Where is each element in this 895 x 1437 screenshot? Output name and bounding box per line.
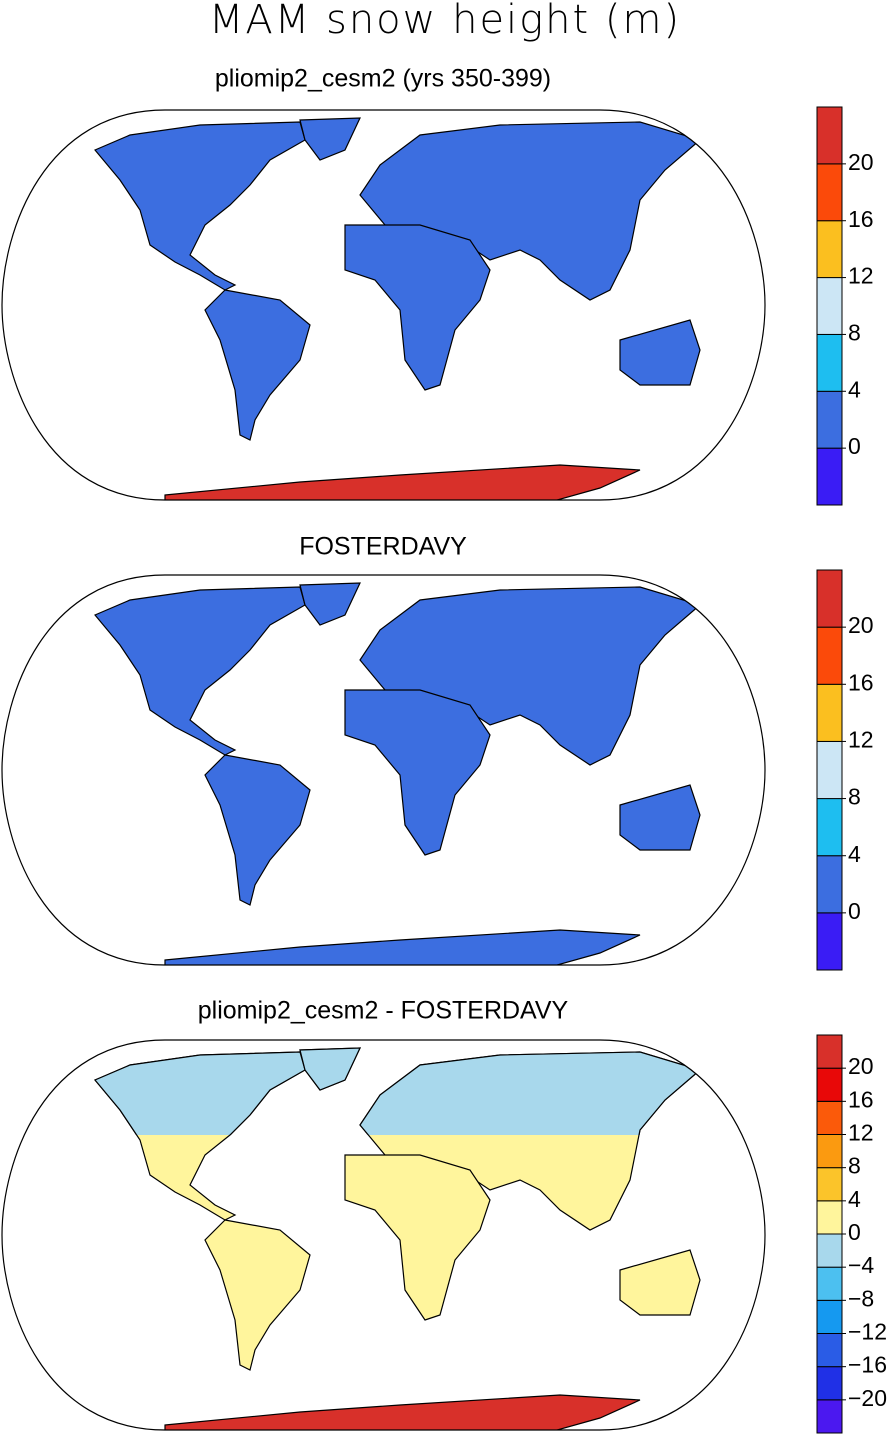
colorbar-label: 20 bbox=[848, 149, 874, 175]
colorbar-box bbox=[816, 1167, 843, 1202]
colorbar-label: 0 bbox=[848, 1219, 861, 1245]
colorbar-box bbox=[816, 569, 843, 628]
colorbar-box bbox=[816, 740, 843, 800]
colorbar-box bbox=[816, 220, 843, 279]
colorbar-box bbox=[816, 1200, 843, 1235]
colorbar-label: 4 bbox=[848, 1186, 861, 1212]
colorbar-box bbox=[816, 1366, 843, 1401]
colorbar-box bbox=[816, 1266, 843, 1301]
colorbar-label: 16 bbox=[848, 206, 874, 232]
map bbox=[1, 1039, 766, 1431]
colorbar-box bbox=[816, 855, 843, 914]
panel-title: FOSTERDAVY bbox=[299, 533, 467, 561]
colorbar-box bbox=[816, 626, 843, 685]
colorbar-label: −16 bbox=[848, 1352, 887, 1378]
colorbar-label: 12 bbox=[848, 1120, 874, 1146]
colorbar-box bbox=[816, 683, 843, 742]
colorbar-box bbox=[816, 798, 843, 857]
colorbar-box bbox=[816, 1299, 843, 1335]
colorbar-label: 16 bbox=[848, 669, 874, 695]
colorbar-label: 0 bbox=[848, 433, 861, 459]
colorbar-box bbox=[816, 1333, 843, 1368]
colorbar-label: 0 bbox=[848, 898, 861, 924]
panel-title: pliomip2_cesm2 - FOSTERDAVY bbox=[198, 997, 569, 1025]
colorbar-box bbox=[816, 1067, 843, 1102]
colorbar-label: 20 bbox=[848, 1053, 874, 1079]
colorbar-label: 4 bbox=[848, 376, 861, 402]
panel-title: pliomip2_cesm2 (yrs 350-399) bbox=[215, 65, 551, 93]
colorbar-label: 4 bbox=[848, 841, 861, 867]
colorbar-label: 20 bbox=[848, 612, 874, 638]
figure-title: MAM snow height (m) bbox=[209, 0, 681, 43]
colorbar-label: 16 bbox=[848, 1086, 874, 1112]
colorbar-box bbox=[816, 163, 843, 222]
colorbar-box bbox=[816, 390, 843, 449]
colorbar-box bbox=[816, 1399, 843, 1434]
colorbar-box bbox=[816, 1233, 843, 1268]
colorbar-label: −12 bbox=[848, 1319, 887, 1345]
colorbar-label: 8 bbox=[848, 784, 861, 810]
colorbar-box bbox=[816, 106, 843, 165]
colorbar-box bbox=[816, 912, 843, 971]
colorbar-label: −4 bbox=[848, 1252, 874, 1278]
colorbar-box bbox=[816, 277, 843, 335]
colorbar-label: −8 bbox=[848, 1285, 874, 1311]
colorbar-box bbox=[816, 447, 843, 506]
colorbar-label: 8 bbox=[848, 1153, 861, 1179]
colorbar-label: −20 bbox=[848, 1385, 887, 1411]
colorbar-box bbox=[816, 333, 843, 392]
map bbox=[1, 574, 766, 966]
colorbar-box bbox=[816, 1134, 843, 1169]
colorbar-box bbox=[816, 1100, 843, 1136]
colorbar-label: 12 bbox=[848, 727, 874, 753]
colorbar-box bbox=[816, 1034, 843, 1069]
colorbar-label: 8 bbox=[848, 320, 861, 346]
map bbox=[1, 109, 766, 501]
colorbar-label: 12 bbox=[848, 263, 874, 289]
